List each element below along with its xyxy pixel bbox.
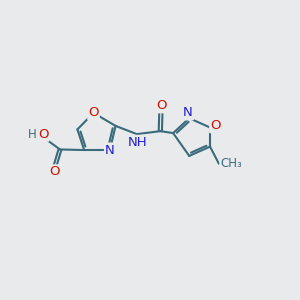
- Text: NH: NH: [128, 136, 148, 149]
- Text: O: O: [210, 119, 220, 132]
- Text: O: O: [88, 106, 99, 119]
- Text: O: O: [49, 165, 60, 178]
- Text: O: O: [156, 99, 167, 112]
- Text: O: O: [38, 128, 49, 141]
- Text: H: H: [28, 128, 37, 141]
- Text: N: N: [183, 106, 193, 119]
- Text: CH₃: CH₃: [220, 157, 242, 170]
- Text: N: N: [105, 143, 115, 157]
